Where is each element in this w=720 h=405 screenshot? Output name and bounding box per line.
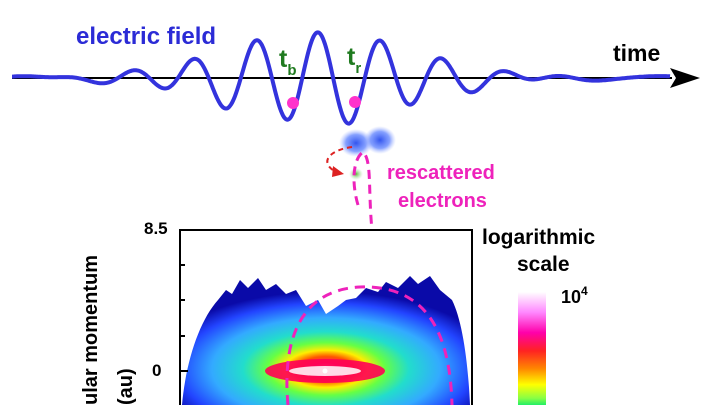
rescattered-label-line1: rescattered bbox=[387, 162, 495, 184]
time-axis-label: time bbox=[613, 40, 661, 66]
birth-time-label: tb bbox=[279, 45, 297, 79]
molecule-blob-right bbox=[364, 126, 396, 154]
rescattering-trajectory bbox=[352, 150, 382, 271]
y-tick-label-top: 8.5 bbox=[144, 219, 168, 238]
y-axis-label: ular momentum bbox=[80, 254, 102, 405]
colorbar bbox=[518, 292, 546, 405]
electron-blob bbox=[349, 168, 363, 180]
colorbar-max-exponent: 4 bbox=[581, 284, 588, 298]
birth-time-marker bbox=[287, 97, 299, 109]
recapture-arrow bbox=[326, 146, 353, 173]
rescattered-label-line2: electrons bbox=[398, 190, 487, 212]
return-time-marker bbox=[349, 96, 361, 108]
electric-field-label: electric field bbox=[76, 23, 217, 50]
scale-label-line1: logarithmic bbox=[482, 226, 596, 249]
time-axis-arrowhead bbox=[670, 68, 700, 88]
rescattering-ring bbox=[285, 285, 454, 405]
origin-dot bbox=[322, 368, 328, 374]
return-time-subscript: r bbox=[355, 60, 362, 77]
colorbar-max-base: 10 bbox=[561, 287, 582, 307]
return-time-symbol: t bbox=[347, 43, 356, 71]
recapture-arrowhead bbox=[332, 166, 344, 177]
momentum-distribution bbox=[182, 276, 470, 405]
return-time-label: tr bbox=[347, 43, 361, 77]
birth-time-symbol: t bbox=[279, 45, 288, 73]
birth-time-subscript: b bbox=[287, 62, 297, 79]
electric-field-wave bbox=[11, 30, 671, 126]
colorbar-max-label: 104 bbox=[561, 284, 588, 308]
scale-label-line2: scale bbox=[517, 253, 570, 276]
molecule-blob-left bbox=[339, 129, 373, 157]
y-tick-label-zero: 0 bbox=[152, 361, 162, 380]
y-axis-unit-label: (au) bbox=[115, 368, 137, 405]
